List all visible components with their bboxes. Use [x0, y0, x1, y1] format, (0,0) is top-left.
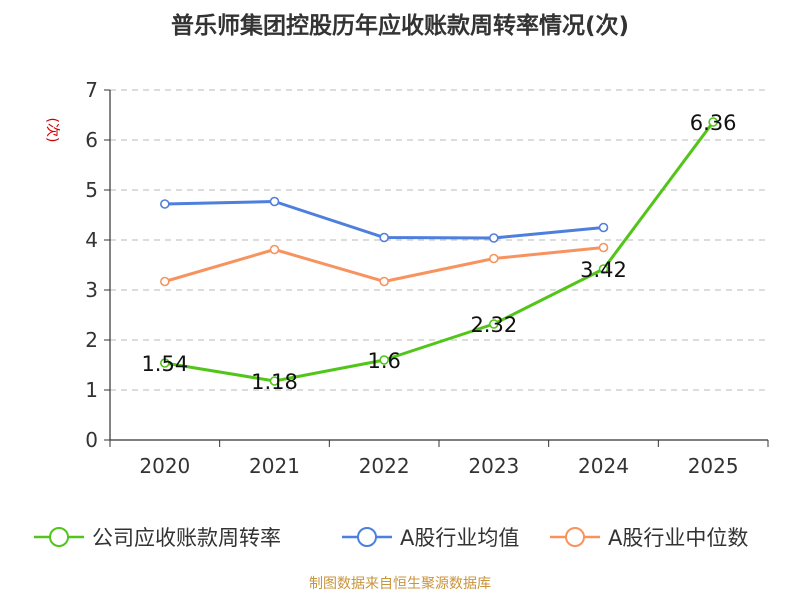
data-point — [598, 264, 609, 274]
data-point — [379, 276, 389, 287]
data-point — [269, 376, 280, 386]
legend-label: A股行业均值 — [400, 526, 519, 550]
y-tick-label: 4 — [85, 228, 98, 252]
y-tick-label: 0 — [85, 428, 98, 452]
data-point — [489, 253, 499, 264]
x-tick-label: 2023 — [468, 454, 519, 478]
x-tick-label: 2021 — [249, 454, 300, 478]
data-label: 1.6 — [367, 349, 400, 373]
legend: 公司应收账款周转率 A股行业均值 A股行业中位数 — [34, 526, 748, 550]
x-tick-label: 2020 — [139, 454, 190, 478]
data-label: 3.42 — [580, 258, 627, 282]
data-label: 1.54 — [141, 352, 188, 376]
grid — [110, 89, 768, 391]
data-point — [489, 319, 499, 329]
y-tick-label: 2 — [85, 328, 98, 352]
legend-swatch-marker — [49, 527, 69, 547]
legend-label: 公司应收账款周转率 — [92, 526, 281, 550]
data-point — [489, 233, 499, 243]
series-line — [164, 121, 715, 383]
y-tick-label: 1 — [85, 378, 98, 402]
y-axis-label: (次) — [44, 118, 60, 143]
data-point — [160, 358, 170, 368]
data-point — [379, 232, 389, 243]
y-tick-label: 5 — [85, 178, 98, 202]
data-labels: 1.54 1.18 1.6 2.32 3.42 6.36 — [141, 111, 736, 394]
chart-title: 普乐师集团控股历年应收账款周转率情况(次) — [171, 12, 629, 39]
data-label: 6.36 — [690, 111, 737, 135]
x-tick-label: 2022 — [359, 454, 410, 478]
data-point — [160, 199, 170, 209]
data-point — [160, 276, 170, 287]
y-tick-label: 6 — [85, 128, 98, 152]
y-tick-label: 3 — [85, 278, 98, 302]
series-line — [164, 246, 604, 283]
legend-swatch-marker — [357, 527, 377, 547]
series — [160, 117, 718, 386]
data-point — [598, 242, 609, 253]
data-point — [708, 117, 718, 127]
data-label: 1.18 — [251, 370, 298, 394]
data-label: 2.32 — [470, 313, 517, 337]
x-tick-label: 2024 — [578, 454, 629, 478]
legend-swatch-marker — [565, 527, 585, 547]
data-point — [269, 244, 280, 255]
legend-label: A股行业中位数 — [608, 526, 748, 550]
y-tick-label: 7 — [85, 78, 98, 102]
series-line — [164, 200, 604, 240]
axes: 0 1 2 3 4 5 6 7 2020 2021 2022 2023 2024 2025 — [85, 78, 769, 478]
data-point — [598, 222, 609, 233]
footer-source: 制图数据来自恒生聚源数据库 — [309, 576, 491, 592]
x-tick-label: 2025 — [688, 454, 739, 478]
data-point — [379, 355, 389, 365]
data-point — [269, 196, 280, 207]
